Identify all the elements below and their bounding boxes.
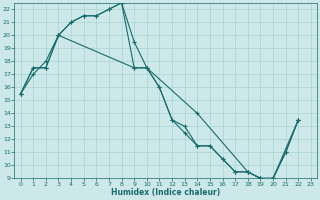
X-axis label: Humidex (Indice chaleur): Humidex (Indice chaleur) [111,188,220,197]
